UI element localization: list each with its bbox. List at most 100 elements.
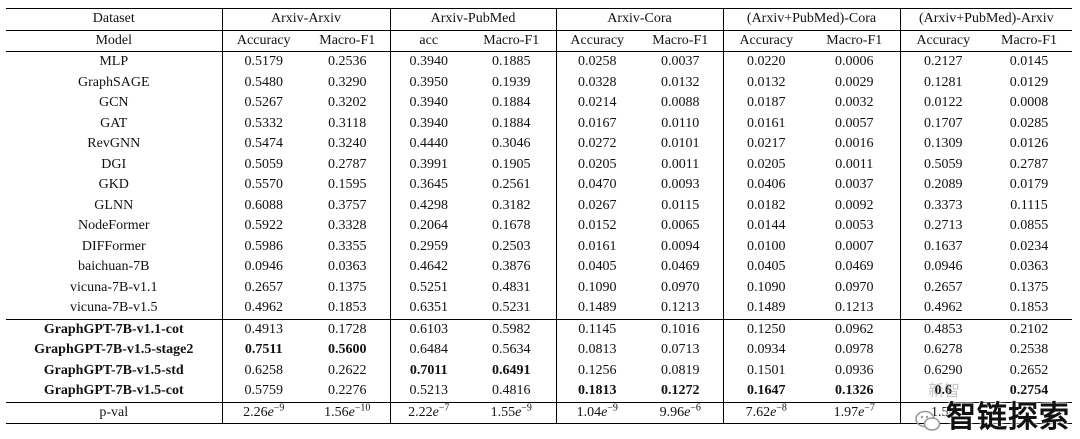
model-name: GraphGPT-7B-v1.5-std xyxy=(43,362,184,378)
table-row: GraphGPT-7B-v1.1-cot 0.4913 0.1728 0.6103 0.… xyxy=(6,318,1073,340)
pval-base: 1.04 xyxy=(576,404,602,420)
value-cell: 0.0167 xyxy=(555,113,638,134)
value-cell: 0.0132 xyxy=(722,72,810,93)
value-cell: 0.0057 xyxy=(835,115,874,131)
table-row: MLP 0.5179 0.2536 0.3940 0.1885 0.0258 0.0037 0… xyxy=(6,51,1073,73)
model-name: baichuan-7B xyxy=(77,259,150,274)
value-cell: 0.1309 xyxy=(899,134,987,155)
value-cell: 0.0285 xyxy=(1009,115,1049,131)
dataset-header: Dataset xyxy=(6,8,222,30)
value-cell: 0.0093 xyxy=(661,177,700,192)
pval-cell: 2.26e−9 xyxy=(221,401,305,424)
value-cell: 0.6351 xyxy=(389,298,467,319)
value-cell: 0.1489 xyxy=(555,298,638,319)
value-cell: 0.6491 xyxy=(492,362,531,378)
value-cell: 0.0936 xyxy=(835,362,874,378)
value-cell: 0.2089 xyxy=(899,175,987,196)
value-cell: 0.4440 xyxy=(389,134,467,155)
value-cell: 0.5986 xyxy=(221,236,305,257)
pval-exponent: −7 xyxy=(438,401,450,413)
value-cell: 0.1272 xyxy=(661,383,700,398)
pval-label: p-val xyxy=(6,401,222,424)
pval-e: e xyxy=(601,404,608,420)
value-cell: 0.2657 xyxy=(899,277,987,298)
value-cell: 0.0220 xyxy=(722,51,810,73)
value-cell: 0.0272 xyxy=(555,134,638,155)
value-cell: 0.3757 xyxy=(328,197,367,213)
pval-cell: 9.96e−6 xyxy=(638,401,724,424)
pval-exponent: −10 xyxy=(354,401,371,413)
metric-header: Accuracy xyxy=(555,29,638,52)
table-row: GCN 0.5267 0.3202 0.3940 0.1884 0.0214 0.0088 0… xyxy=(6,93,1072,114)
pval-e: e xyxy=(858,404,865,420)
value-cell: 0.2538 xyxy=(1009,342,1049,357)
value-cell: 0.7511 xyxy=(221,340,305,361)
value-cell: 0.0934 xyxy=(722,340,810,361)
value-cell: 0.1281 xyxy=(899,72,987,93)
value-cell: 0.2787 xyxy=(1009,156,1049,172)
value-cell: 0.5267 xyxy=(221,93,305,114)
value-cell: 0.6278 xyxy=(899,340,987,361)
dataset-group-header: Arxiv-Arxiv xyxy=(221,8,390,30)
value-cell: 0.0470 xyxy=(555,175,638,196)
pval-base: 1.56 xyxy=(324,404,349,420)
value-cell: 0.5059 xyxy=(221,154,305,175)
value-cell: 0.5570 xyxy=(221,175,305,196)
value-cell: 0.2657 xyxy=(221,277,305,298)
value-cell: 0.1853 xyxy=(328,300,367,315)
value-cell: 0.0006 xyxy=(809,51,901,73)
pval-e: e xyxy=(432,404,439,420)
value-cell: 0.1813 xyxy=(555,381,638,402)
model-name: DIFFormer xyxy=(81,238,146,254)
value-cell: 0.5759 xyxy=(221,381,305,402)
value-cell: 0.0713 xyxy=(661,342,700,357)
value-cell: 0.2102 xyxy=(986,318,1073,340)
table-row: vicuna-7B-v1.5 0.4962 0.1853 0.6351 0.5231 0.… xyxy=(6,298,1072,319)
value-cell: 0.0234 xyxy=(1009,238,1049,254)
value-cell: 0.2787 xyxy=(328,156,367,172)
value-cell: 0.2652 xyxy=(1009,362,1049,378)
value-cell: 0.5059 xyxy=(899,154,987,175)
pval-base: 1.56 xyxy=(931,404,956,420)
dataset-group-header: Arxiv-Cora xyxy=(555,8,724,30)
model-name: GCN xyxy=(98,95,129,110)
dataset-group-header: (Arxiv+PubMed)-Arxiv xyxy=(899,8,1073,30)
metric-header: Accuracy xyxy=(722,29,810,52)
table-row: GKD 0.5570 0.1595 0.3645 0.2561 0.0470 0.0093 0… xyxy=(6,175,1072,196)
results-table: Dataset Arxiv-Arxiv Arxiv-PubMed Arxiv-Cora… xyxy=(6,8,1073,424)
value-cell: 0.0217 xyxy=(722,134,810,155)
value-cell: 0.5600 xyxy=(328,342,367,357)
value-cell: 0.0132 xyxy=(661,74,700,90)
pval-exponent: −9 xyxy=(521,401,532,413)
table-row: DIFFormer 0.5986 0.3355 0.2959 0.2503 0.0161 0… xyxy=(6,236,1072,257)
pval-row: p-val 2.26e−9 1.56e−10 2.22e−7 1.55e−9 1.04e−… xyxy=(6,401,1073,424)
value-cell: 0.2503 xyxy=(492,238,531,254)
pval-cell: 1.56 xyxy=(899,401,987,424)
model-name: NodeFormer xyxy=(77,218,150,233)
value-cell: 0.2959 xyxy=(389,236,467,257)
value-cell: 0.0363 xyxy=(328,259,367,274)
value-cell: 0.0970 xyxy=(835,279,874,295)
value-cell: 0.6258 xyxy=(221,360,305,381)
value-cell: 0.1939 xyxy=(492,74,531,90)
value-cell: 0.1707 xyxy=(899,113,987,134)
metric-header: Macro-F1 xyxy=(467,29,556,52)
value-cell: 0.0405 xyxy=(555,257,638,278)
table-row: RevGNN 0.5474 0.3240 0.4440 0.3046 0.0272 0.01… xyxy=(6,134,1072,155)
value-cell: 0.2064 xyxy=(389,216,467,237)
value-cell: 0.4298 xyxy=(389,195,467,216)
value-cell: 0.1375 xyxy=(328,279,367,295)
model-name: GraphGPT-7B-v1.1-cot xyxy=(6,318,222,340)
value-cell: 0.0267 xyxy=(555,195,638,216)
value-cell: 0.3290 xyxy=(328,74,367,90)
value-cell: 0.1728 xyxy=(305,318,390,340)
value-cell: 0.0101 xyxy=(661,136,700,151)
model-name: vicuna-7B-v1.1 xyxy=(70,279,158,295)
table-row: NodeFormer 0.5922 0.3328 0.2064 0.1678 0.0152… xyxy=(6,216,1072,237)
pval-base: 9.96 xyxy=(659,404,685,420)
table-row: GraphGPT-7B-v1.5-cot 0.5759 0.2276 0.5213 0.… xyxy=(6,381,1072,402)
value-cell: 0.3645 xyxy=(389,175,467,196)
value-cell: 0.4642 xyxy=(389,257,467,278)
pval-cell xyxy=(986,401,1073,424)
value-cell: 0.2713 xyxy=(899,216,987,237)
